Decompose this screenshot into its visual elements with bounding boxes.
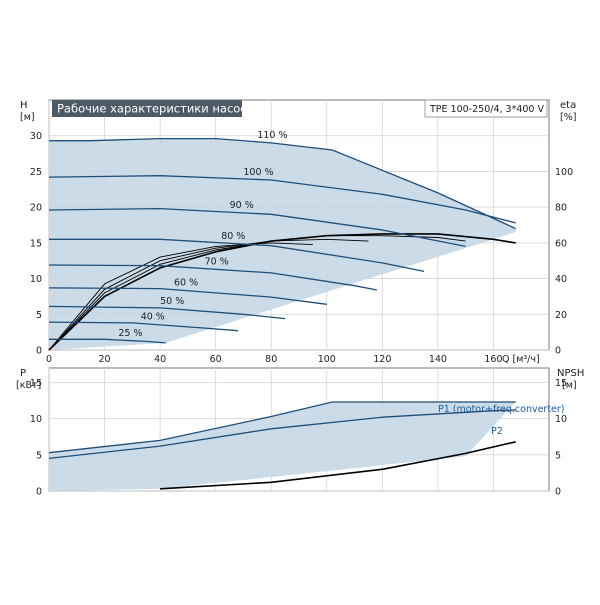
head-curve — [48, 207, 466, 248]
y-tick-labels-left: 0 5 10 15 20 25 30 — [30, 131, 42, 356]
head-curve — [49, 338, 166, 344]
eta-tick-label: 20 — [555, 310, 567, 321]
power-tick-label: 15 — [30, 378, 42, 389]
eta-tick-label: 0 — [555, 346, 561, 357]
x-tick-labels: 0 20 40 60 80 100 120 140 160 — [46, 354, 503, 365]
eta-tick-label: 40 — [555, 274, 567, 285]
power-tick-labels: 0 5 10 15 — [30, 378, 42, 498]
speed-label: 60 % — [174, 278, 198, 289]
y-axis-right-title: eta — [560, 100, 576, 111]
speed-label: 70 % — [205, 257, 229, 268]
power-tick-label: 10 — [30, 414, 42, 425]
y-tick-label: 15 — [30, 238, 42, 249]
head-curve — [48, 287, 327, 305]
speed-labels: 110 % 100 % 90 % 80 % 70 % 60 % 50 % 40 % 25 % — [118, 130, 287, 339]
y-axis-right-unit: [%] — [560, 112, 576, 123]
npsh-axis-title: NPSH — [557, 368, 584, 379]
p2-series-label: P2 — [491, 426, 503, 437]
power-npsh-panel: P [кВт] NPSH [м] 0 5 10 15 0 5 10 15 P1 (motor… — [16, 367, 584, 498]
chart-title: Рабочие характеристики насоса — [57, 102, 254, 116]
power-range-area — [49, 402, 516, 491]
npsh-curve — [160, 441, 516, 490]
speed-label: 80 % — [221, 231, 245, 242]
head-curve — [48, 264, 377, 291]
npsh-tick-label: 15 — [555, 378, 567, 389]
y-tick-label: 10 — [30, 274, 42, 285]
speed-label: 25 % — [118, 328, 142, 339]
head-curves — [48, 137, 516, 344]
x-tick-label: 100 — [318, 354, 336, 365]
head-curve — [48, 175, 516, 224]
head-efficiency-panel: 110 % 100 % 90 % 80 % 70 % 60 % 50 % 40 % 25 % Р… — [20, 99, 576, 365]
npsh-tick-label: 10 — [555, 414, 567, 425]
y-axis-left-title: H — [20, 100, 28, 111]
power-curves — [48, 401, 516, 490]
speed-label: 90 % — [230, 200, 254, 211]
speed-label: 40 % — [141, 312, 165, 323]
x-tick-label: 80 — [265, 354, 277, 365]
x-tick-label: 120 — [373, 354, 391, 365]
speed-label: 50 % — [160, 296, 184, 307]
power-tick-label: 5 — [36, 450, 42, 461]
speed-label: 110 % — [257, 130, 287, 141]
efficiency-curve — [48, 238, 369, 351]
npsh-tick-labels: 0 5 10 15 — [555, 378, 567, 498]
y-tick-label: 5 — [36, 310, 42, 321]
x-tick-label: 160 — [484, 354, 502, 365]
power-axis-unit: [кВт] — [16, 380, 41, 391]
y-axis-left-unit: [м] — [20, 112, 35, 123]
model-box — [424, 99, 548, 118]
power-axis-title: P — [20, 368, 26, 379]
p1-series-label: P1 (motor+freq.converter) — [438, 404, 565, 415]
power-curve — [48, 409, 516, 460]
speed-label: 100 % — [243, 167, 273, 178]
x-tick-label: 140 — [429, 354, 447, 365]
y-tick-label: 25 — [30, 167, 42, 178]
head-curve — [48, 321, 238, 332]
y-tick-label: 0 — [36, 346, 42, 357]
operating-range-area — [49, 138, 516, 350]
npsh-tick-label: 0 — [555, 487, 561, 498]
operating-area — [49, 138, 516, 350]
x-tick-label: 0 — [46, 354, 52, 365]
npsh-axis-unit: [м] — [562, 380, 577, 391]
x-tick-label: 40 — [154, 354, 166, 365]
efficiency-curve — [48, 242, 313, 351]
eta-tick-label: 60 — [555, 238, 567, 249]
x-tick-label: 60 — [210, 354, 222, 365]
head-curve — [49, 238, 425, 273]
eta-tick-label: 80 — [555, 203, 567, 214]
model-label: TPE 100-250/4, 3*400 V — [429, 104, 544, 115]
title-bar — [52, 100, 242, 117]
power-tick-label: 0 — [36, 487, 42, 498]
eta-tick-label: 100 — [555, 167, 573, 178]
head-curve — [49, 137, 516, 230]
y-tick-label: 30 — [30, 131, 42, 142]
x-axis-title: Q [м³/ч] — [502, 354, 540, 365]
x-tick-label: 20 — [99, 354, 111, 365]
y-tick-label: 20 — [30, 203, 42, 214]
y-tick-labels-right: 0 20 40 60 80 100 — [555, 167, 573, 357]
head-curve — [48, 305, 286, 320]
power-curve — [48, 401, 516, 454]
npsh-tick-label: 5 — [555, 450, 561, 461]
power-area — [49, 402, 516, 491]
